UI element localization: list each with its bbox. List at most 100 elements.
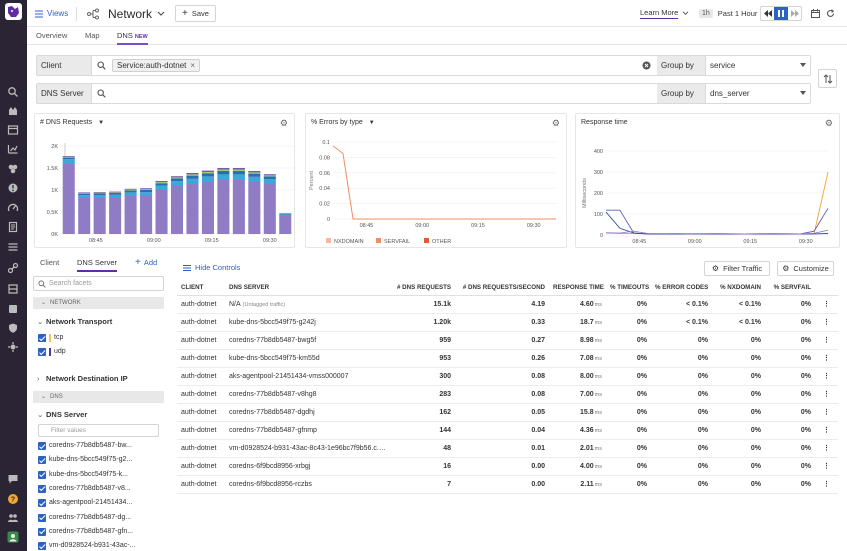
network-icon[interactable] (7, 262, 19, 274)
table-row[interactable]: auth-dotnet coredns-77b8db5487-bwg5f 959 0.… (177, 331, 838, 350)
fast-forward-icon[interactable] (788, 7, 801, 20)
dashboards-icon[interactable] (7, 143, 19, 155)
server-search-input[interactable] (91, 84, 657, 103)
facet-dns-server[interactable]: ⌄ DNS Server (37, 410, 87, 419)
errors-title[interactable]: % Errors by type ▼ (311, 119, 375, 126)
apm-icon[interactable] (7, 202, 19, 214)
rum-icon[interactable] (7, 303, 19, 315)
customize-button[interactable]: ⚙ Customize (777, 261, 834, 276)
events-icon[interactable] (7, 124, 19, 136)
row-menu-icon[interactable]: ⋮ (815, 475, 838, 494)
client-filter-tag[interactable]: Service:auth-dotnet × (112, 59, 201, 72)
chat-icon[interactable] (7, 473, 19, 485)
checkbox-dns-server[interactable] (38, 456, 46, 465)
table-row[interactable]: auth-dotnet coredns-6f9bcd8956-xrbgj 16 0.0… (177, 457, 838, 476)
row-menu-icon[interactable]: ⋮ (815, 403, 838, 422)
checkbox-tcp[interactable] (38, 334, 46, 342)
views-button[interactable]: Views (35, 0, 68, 27)
gear-icon[interactable]: ⚙ (551, 118, 560, 128)
section-network[interactable]: ⌄ NETWORK (33, 297, 164, 309)
facet-network-transport[interactable]: ⌄ Network Transport (37, 317, 112, 326)
table-row[interactable]: auth-dotnet kube-dns-5bcc549f75-g242j 1.20… (177, 313, 838, 332)
checkbox-dns-server[interactable] (38, 442, 46, 450)
table-row[interactable]: auth-dotnet aks-agentpool-21451434-vmss00… (177, 367, 838, 386)
column-timeouts[interactable]: % TIMEOUTS (606, 281, 651, 296)
gear-icon[interactable]: ⚙ (279, 118, 288, 128)
table-row[interactable]: auth-dotnet coredns-77b8db5487-dgdhj 162 0.… (177, 403, 838, 422)
column-nxdomain[interactable]: % NXDOMAIN (712, 281, 765, 296)
user-avatar-icon[interactable] (7, 531, 19, 543)
integrations-icon[interactable] (7, 341, 19, 353)
column-client[interactable]: CLIENT (177, 281, 225, 296)
filter-traffic-button[interactable]: ⚙ Filter Traffic (704, 261, 770, 276)
checkbox-dns-server[interactable] (38, 470, 46, 479)
checkbox-dns-server[interactable] (38, 527, 46, 536)
checkbox-dns-server[interactable] (38, 542, 46, 551)
table-row[interactable]: auth-dotnet N/A (Untagged traffic) 15.1k 4.1… (177, 295, 838, 314)
hide-controls-button[interactable]: Hide Controls (183, 263, 240, 272)
table-row[interactable]: auth-dotnet kube-dns-5bcc549f75-km55d 953 0… (177, 349, 838, 368)
row-menu-icon[interactable]: ⋮ (815, 439, 838, 458)
time-picker[interactable]: 1h Past 1 Hour (699, 0, 757, 27)
logs-icon[interactable] (7, 241, 19, 253)
swap-sort-button[interactable] (818, 69, 837, 88)
search-icon[interactable] (7, 86, 19, 98)
facet-network-destination-ip[interactable]: › Network Destination IP (37, 374, 128, 383)
checkbox-dns-server[interactable] (38, 513, 46, 522)
table-row[interactable]: auth-dotnet coredns-77b8db5487-gfnmp 144 0.… (177, 421, 838, 440)
add-facet-button[interactable]: + Add (135, 258, 157, 268)
notebooks-icon[interactable] (7, 221, 19, 233)
section-dns[interactable]: ⌄ DNS (33, 391, 164, 403)
datadog-logo-icon[interactable] (5, 3, 22, 20)
table-row[interactable]: auth-dotnet coredns-6f9bcd8956-rczbs 7 0.00… (177, 475, 838, 494)
help-icon[interactable]: ? (7, 493, 19, 505)
team-icon[interactable] (7, 512, 19, 524)
column-error-codes[interactable]: % ERROR CODES (651, 281, 712, 296)
dns-requests-title[interactable]: # DNS Requests ▼ (40, 119, 104, 126)
row-menu-icon[interactable]: ⋮ (815, 349, 838, 368)
server-group-select[interactable]: dns_server (705, 84, 810, 103)
facet-tab-client[interactable]: Client (40, 258, 60, 267)
facet-search-input[interactable]: Search facets (33, 276, 164, 291)
column-dns-requests-per-second[interactable]: # DNS REQUESTS/SECOND (455, 281, 549, 296)
tab-overview[interactable]: Overview (36, 31, 68, 40)
pause-icon[interactable] (774, 7, 788, 20)
column-dns-server[interactable]: DNS SERVER (225, 281, 391, 296)
calendar-icon[interactable] (811, 0, 820, 27)
client-group-select[interactable]: service (705, 56, 810, 75)
learn-more-button[interactable]: Learn More (640, 0, 689, 27)
cell-timeouts: 0% (606, 439, 651, 458)
row-menu-icon[interactable]: ⋮ (815, 313, 838, 332)
checkbox-udp[interactable] (38, 348, 46, 356)
row-menu-icon[interactable]: ⋮ (815, 367, 838, 386)
rewind-icon[interactable] (761, 7, 774, 20)
row-menu-icon[interactable]: ⋮ (815, 457, 838, 476)
gear-icon[interactable]: ⚙ (824, 118, 833, 128)
column-servfail[interactable]: % SERVFAIL (765, 281, 815, 296)
infrastructure-icon[interactable] (7, 163, 19, 175)
facet-tab-dns-server[interactable]: DNS Server (77, 258, 118, 272)
column-dns-requests[interactable]: # DNS REQUESTS (391, 281, 455, 296)
checkbox-dns-server[interactable] (38, 499, 46, 508)
save-button[interactable]: + Save (175, 5, 216, 22)
table-row[interactable]: auth-dotnet coredns-77b8db5487-v8hg8 283 0.… (177, 385, 838, 404)
client-search-input[interactable]: Service:auth-dotnet × (91, 56, 657, 75)
row-menu-icon[interactable]: ⋮ (815, 385, 838, 404)
row-menu-icon[interactable]: ⋮ (815, 295, 838, 314)
clear-icon[interactable] (642, 61, 651, 70)
row-menu-icon[interactable]: ⋮ (815, 331, 838, 350)
table-row[interactable]: auth-dotnet vm-d0928524-b931-43ac-8c43-1e… (177, 439, 838, 458)
checkbox-dns-server[interactable] (38, 484, 46, 493)
close-icon[interactable]: × (190, 61, 196, 70)
tab-dns[interactable]: DNS NEW (117, 31, 148, 45)
security-icon[interactable] (7, 322, 19, 334)
filter-values-input[interactable]: Filter values (38, 424, 159, 437)
refresh-icon[interactable] (826, 0, 835, 27)
monitors-icon[interactable] (7, 182, 19, 194)
watchdog-icon[interactable] (7, 105, 19, 117)
title-dropdown[interactable] (157, 0, 165, 27)
row-menu-icon[interactable]: ⋮ (815, 421, 838, 440)
synthetics-icon[interactable] (7, 283, 19, 295)
column-response-time[interactable]: RESPONSE TIME (549, 281, 606, 296)
tab-map[interactable]: Map (85, 31, 100, 40)
